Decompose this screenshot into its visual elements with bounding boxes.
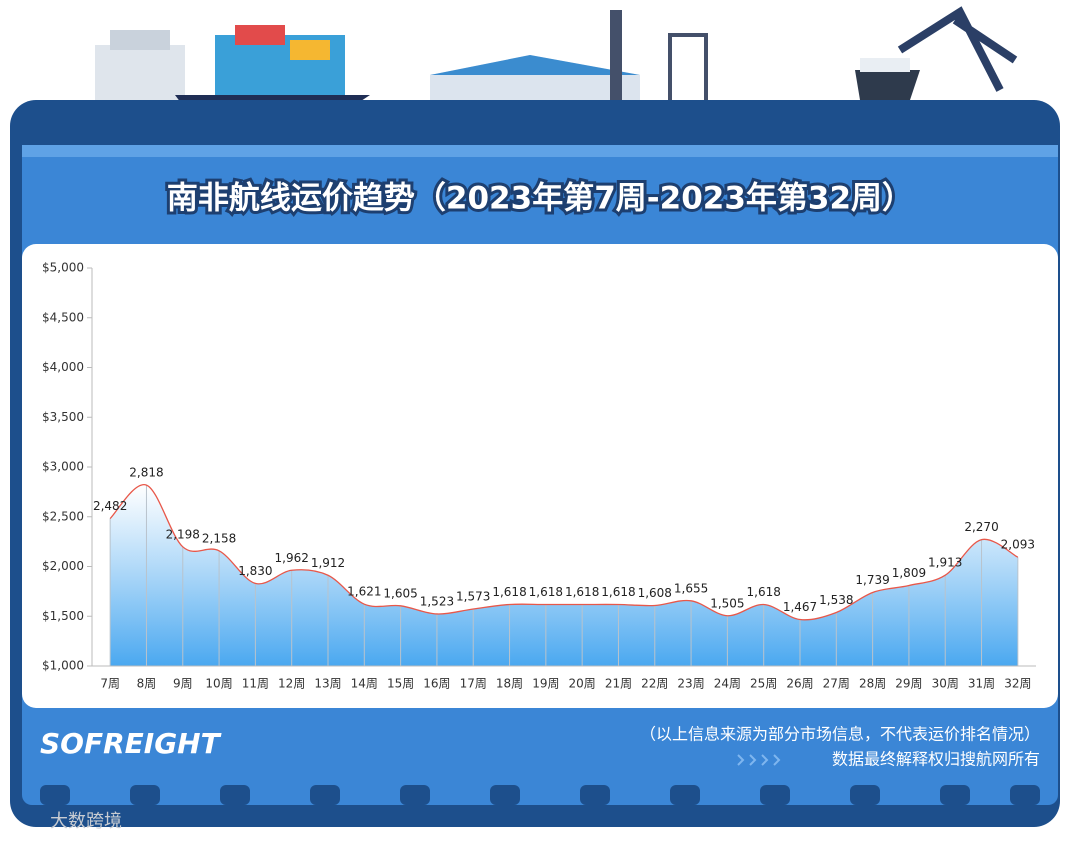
data-label: 1,621 xyxy=(347,585,381,599)
data-label: 1,912 xyxy=(311,556,345,570)
x-tick-label: 26周 xyxy=(786,677,813,691)
x-tick-label: 7周 xyxy=(100,677,120,691)
x-tick-label: 18周 xyxy=(496,677,523,691)
top-illustration xyxy=(95,6,1018,115)
x-tick-label: 20周 xyxy=(569,677,596,691)
data-label: 1,618 xyxy=(492,585,526,599)
data-label: 1,618 xyxy=(747,585,781,599)
data-label: 1,618 xyxy=(601,585,635,599)
y-tick-label: $1,000 xyxy=(42,659,84,673)
y-tick-label: $3,500 xyxy=(42,410,84,424)
x-tick-label: 11周 xyxy=(242,677,269,691)
x-tick-label: 30周 xyxy=(932,677,959,691)
x-tick-label: 31周 xyxy=(968,677,995,691)
data-label: 1,467 xyxy=(783,600,817,614)
data-label: 1,605 xyxy=(383,586,417,600)
x-tick-label: 27周 xyxy=(823,677,850,691)
footer-note: （以上信息来源为部分市场信息，不代表运价排名情况） xyxy=(640,725,1040,744)
x-tick-label: 28周 xyxy=(859,677,886,691)
y-tick-label: $2,500 xyxy=(42,509,84,523)
y-tick-label: $1,500 xyxy=(42,609,84,623)
x-tick-label: 14周 xyxy=(351,677,378,691)
data-label: 2,198 xyxy=(166,527,200,541)
data-label: 1,655 xyxy=(674,581,708,595)
data-label: 1,618 xyxy=(565,585,599,599)
bottom-tabs xyxy=(40,785,1040,805)
x-tick-label: 12周 xyxy=(278,677,305,691)
plot: $1,000 $1,500 $2,000 $2,500 $3,000 $3,500 $4,0… xyxy=(42,261,1036,691)
data-label: 1,913 xyxy=(928,556,962,570)
data-label: 1,505 xyxy=(710,596,744,610)
x-tick-label: 17周 xyxy=(460,677,487,691)
data-label: 1,608 xyxy=(638,586,672,600)
data-label: 2,093 xyxy=(1001,538,1035,552)
data-label: 1,523 xyxy=(420,594,454,608)
data-label: 2,270 xyxy=(964,520,998,534)
data-label: 1,809 xyxy=(892,566,926,580)
y-tick-label: $2,000 xyxy=(42,559,84,573)
x-tick-label: 29周 xyxy=(895,677,922,691)
line xyxy=(109,484,1019,621)
data-label: 2,482 xyxy=(93,499,127,513)
y-tick-label: $4,500 xyxy=(42,310,84,324)
footer-rights: 数据最终解释权归搜航网所有 xyxy=(832,750,1040,769)
chart-title: 南非航线运价趋势（2023年第7周-2023年第32周） xyxy=(167,181,913,217)
y-tick-label: $4,000 xyxy=(42,360,84,374)
x-tick-label: 23周 xyxy=(677,677,704,691)
x-tick-label: 22周 xyxy=(641,677,668,691)
watermark: 大数跨境 xyxy=(50,811,122,832)
logo: SOFREIGHT xyxy=(40,727,222,760)
arrows xyxy=(737,754,781,766)
data-label: 1,538 xyxy=(819,593,853,607)
x-tick-label: 32周 xyxy=(1004,677,1031,691)
panel-band xyxy=(22,145,1058,157)
y-tick-label: $3,000 xyxy=(42,460,84,474)
x-tick-label: 8周 xyxy=(137,677,157,691)
x-tick-label: 21周 xyxy=(605,677,632,691)
x-tick-label: 19周 xyxy=(532,677,559,691)
x-tick-label: 9周 xyxy=(173,677,193,691)
x-tick-label: 25周 xyxy=(750,677,777,691)
data-label: 1,618 xyxy=(529,585,563,599)
data-label: 1,830 xyxy=(238,564,272,578)
data-label: 2,158 xyxy=(202,531,236,545)
x-tick-label: 13周 xyxy=(314,677,341,691)
data-label: 1,962 xyxy=(275,551,309,565)
x-tick-label: 24周 xyxy=(714,677,741,691)
x-tick-label: 10周 xyxy=(205,677,232,691)
x-tick-label: 15周 xyxy=(387,677,414,691)
x-tick-label: 16周 xyxy=(423,677,450,691)
y-tick-label: $5,000 xyxy=(42,261,84,275)
data-label: 2,818 xyxy=(129,466,163,480)
data-label: 1,739 xyxy=(855,573,889,587)
data-label: 1,573 xyxy=(456,589,490,603)
area xyxy=(110,484,1018,666)
